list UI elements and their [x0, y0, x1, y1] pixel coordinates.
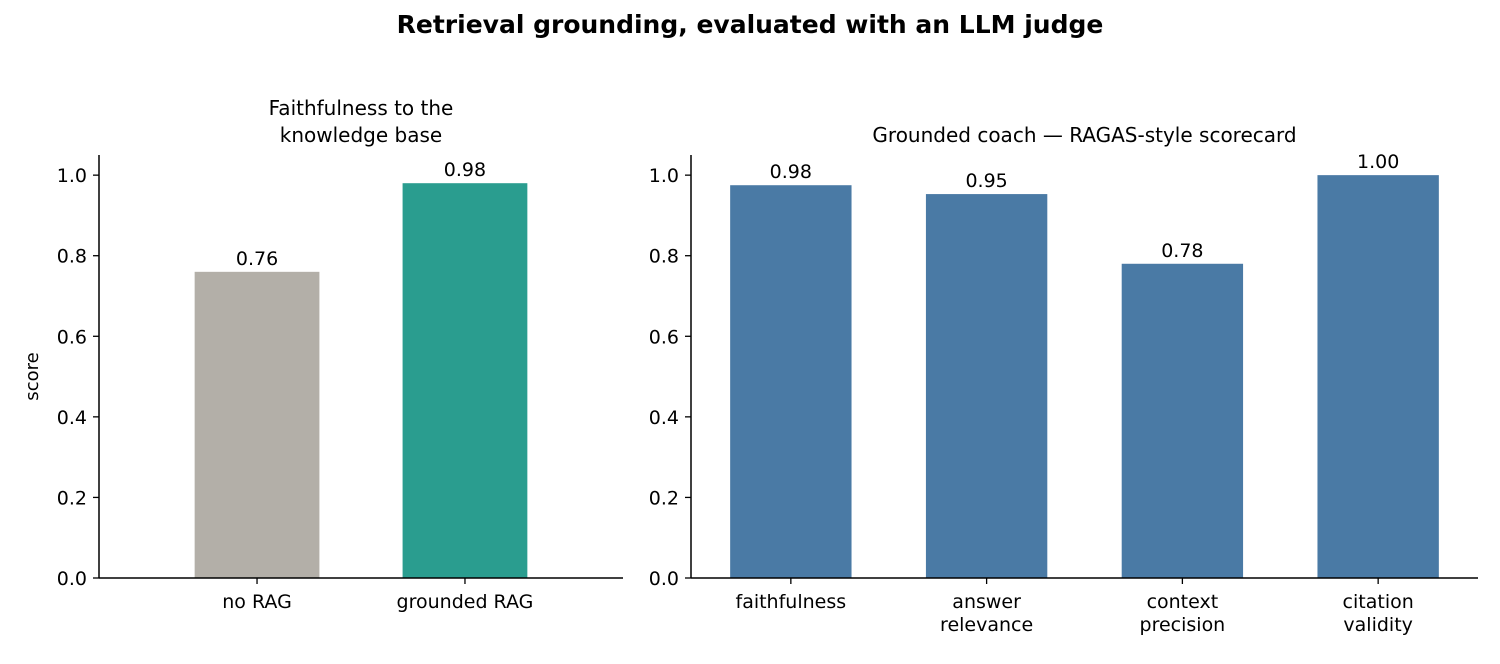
y-tick-label: 0.2: [649, 487, 679, 509]
y-axis-label: score: [22, 352, 43, 400]
y-tick-label: 0.8: [57, 246, 87, 268]
right-chart-panel: Grounded coach — RAGAS-style scorecard 0.…: [649, 123, 1478, 636]
y-tick-label: 1.0: [57, 165, 87, 187]
y-tick-label: 0.0: [57, 568, 87, 590]
y-tick-label: 1.0: [649, 165, 679, 187]
left-chart-panel: Faithfulness to the knowledge base score 0.…: [22, 96, 623, 613]
y-tick-label: 0.4: [649, 407, 679, 429]
x-tick-label: context precision: [1140, 591, 1226, 636]
bar-value-label: 0.78: [1161, 240, 1203, 262]
bar-grounded-rag: [402, 183, 528, 578]
bar-value-label: 0.76: [236, 248, 278, 270]
y-tick-label: 0.0: [649, 568, 679, 590]
figure-suptitle: Retrieval grounding, evaluated with an L…: [397, 10, 1104, 39]
y-tick-label: 0.6: [57, 326, 87, 348]
chart-title: Grounded coach — RAGAS-style scorecard: [872, 123, 1296, 147]
x-tick-label: faithfulness: [736, 591, 847, 613]
y-tick-label: 0.6: [649, 326, 679, 348]
bar-citation-validity: [1317, 175, 1439, 578]
x-tick-label: answer relevance: [940, 591, 1033, 636]
x-tick-label: citation validity: [1343, 591, 1414, 636]
bar-answer-relevance: [925, 194, 1048, 578]
chart-title: Faithfulness to the knowledge base: [269, 96, 454, 147]
bar-context-precision: [1121, 263, 1244, 578]
bar-no-rag: [194, 271, 320, 578]
bar-value-label: 0.95: [965, 170, 1007, 192]
bar-value-label: 1.00: [1357, 151, 1399, 173]
y-tick-label: 0.4: [57, 407, 87, 429]
y-tick-label: 0.2: [57, 487, 87, 509]
bar-faithfulness: [730, 185, 852, 578]
bar-value-label: 0.98: [444, 159, 486, 181]
x-tick-label: grounded RAG: [397, 591, 534, 613]
y-tick-label: 0.8: [649, 246, 679, 268]
x-tick-label: no RAG: [222, 591, 292, 613]
bar-value-label: 0.98: [770, 161, 812, 183]
